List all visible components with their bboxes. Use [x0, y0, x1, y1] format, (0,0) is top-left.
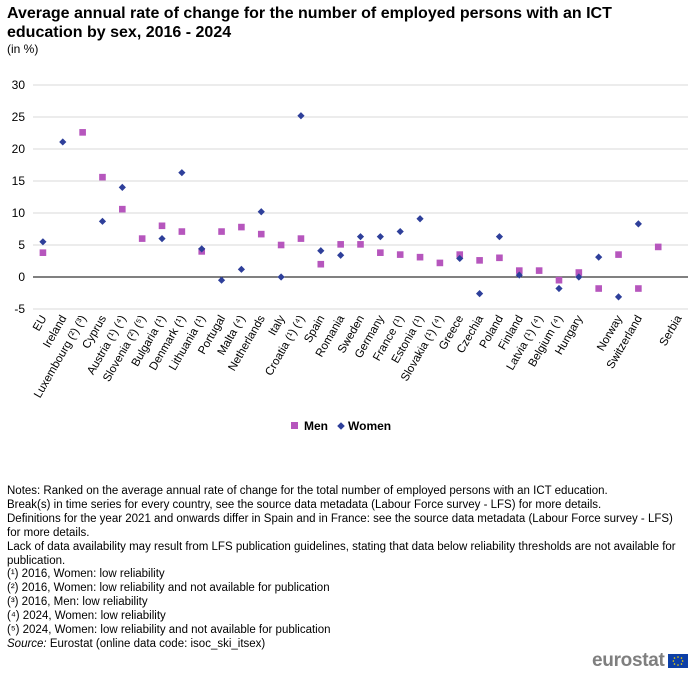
- men-point: [119, 205, 126, 213]
- note-line: Notes: Ranked on the average annual rate…: [7, 485, 608, 497]
- footnote-4: (⁴) 2024, Women: low reliability: [7, 610, 166, 623]
- y-tick-label: 10: [12, 206, 26, 220]
- women-point: [376, 233, 384, 241]
- men-point: [575, 269, 583, 276]
- source-text: Eurostat (online data code: isoc_ski_its…: [49, 637, 266, 650]
- women-point: [416, 215, 424, 223]
- legend-men-label: Men: [304, 419, 328, 433]
- men-point: [456, 251, 464, 258]
- note-line: Break(s) in time series for every countr…: [7, 498, 602, 511]
- women-series: [39, 112, 642, 301]
- men-point: [535, 267, 543, 274]
- men-point: [595, 285, 602, 292]
- y-tick-label: 30: [12, 78, 26, 92]
- women-point: [495, 233, 504, 241]
- women-point: [555, 284, 563, 293]
- men-point: [178, 228, 186, 235]
- category-label: EU: [31, 314, 49, 334]
- footnote-3: (³) 2016, Men: low reliability: [7, 596, 148, 609]
- men-point: [138, 235, 146, 242]
- legend-women-marker: [337, 422, 345, 430]
- footnote-1: (¹) 2016, Women: low reliability: [7, 568, 165, 581]
- y-tick-label: 0: [18, 270, 25, 284]
- women-point: [396, 227, 404, 236]
- men-point: [396, 251, 404, 258]
- women-point: [98, 217, 107, 225]
- notes-block: Notes: Ranked on the average annual rate…: [7, 485, 683, 652]
- women-point: [456, 254, 464, 263]
- y-tick-label: 15: [12, 174, 26, 188]
- men-point: [496, 254, 503, 262]
- women-point: [198, 245, 206, 253]
- men-point: [238, 223, 245, 231]
- eurostat-logo: eurostat: [592, 650, 688, 672]
- women-point: [277, 273, 285, 281]
- men-point: [555, 276, 563, 284]
- women-point: [317, 247, 325, 255]
- legend: Men Women: [291, 419, 391, 433]
- women-point: [595, 253, 603, 261]
- men-point: [39, 249, 47, 256]
- source-label: Source:: [7, 637, 47, 650]
- chart-unit: (in %): [7, 42, 39, 56]
- women-point: [158, 235, 166, 243]
- men-point: [476, 257, 483, 264]
- men-series: [39, 129, 662, 292]
- women-point: [257, 208, 265, 216]
- men-point: [277, 241, 285, 249]
- women-point: [178, 169, 186, 177]
- women-point: [614, 293, 623, 301]
- women-point: [39, 238, 47, 246]
- legend-men-marker: [291, 422, 298, 429]
- men-point: [337, 241, 344, 248]
- women-point: [337, 251, 345, 259]
- y-tick-label: 25: [12, 110, 26, 124]
- women-point: [118, 183, 126, 191]
- men-point: [515, 267, 523, 274]
- men-point: [317, 260, 325, 268]
- grid-lines: [33, 84, 688, 310]
- y-tick-label: -5: [14, 302, 25, 316]
- men-point: [357, 241, 364, 248]
- men-point: [79, 129, 86, 136]
- men-point: [635, 285, 642, 292]
- y-tick-label: 5: [18, 238, 25, 252]
- women-point: [297, 112, 305, 120]
- eu-flag-icon: [667, 654, 688, 668]
- women-point: [237, 265, 246, 273]
- women-point: [59, 138, 67, 146]
- note-line: Lack of data availability may result fro…: [7, 540, 676, 567]
- women-point: [475, 290, 484, 298]
- note-line: Definitions for the year 2021 and onward…: [7, 512, 673, 539]
- men-point: [297, 235, 305, 242]
- y-tick-label: 20: [12, 142, 26, 156]
- footnote-5: (⁵) 2024, Women: low reliability and not…: [7, 624, 331, 637]
- logo-text: eurostat: [592, 650, 665, 671]
- men-point: [257, 230, 265, 238]
- chart-title: Average annual rate of change for the nu…: [7, 5, 612, 41]
- legend-women-label: Women: [348, 419, 391, 433]
- women-point: [634, 220, 642, 228]
- men-point: [615, 251, 622, 258]
- men-point: [158, 222, 166, 230]
- category-label: Serbia: [658, 313, 685, 348]
- men-point: [218, 228, 225, 235]
- men-point: [416, 253, 424, 261]
- y-axis-ticks: -5 0 5 10 15 20 25 30: [12, 78, 26, 316]
- men-point: [654, 243, 662, 251]
- women-point: [217, 276, 226, 284]
- women-point: [575, 273, 583, 281]
- footnote-2: (²) 2016, Women: low reliability and not…: [7, 582, 330, 595]
- source-line: Source: Eurostat (online data code: isoc…: [7, 638, 683, 652]
- men-point: [436, 259, 444, 267]
- women-point: [356, 233, 365, 241]
- men-point: [377, 249, 384, 256]
- men-point: [99, 173, 106, 181]
- women-point: [515, 271, 523, 279]
